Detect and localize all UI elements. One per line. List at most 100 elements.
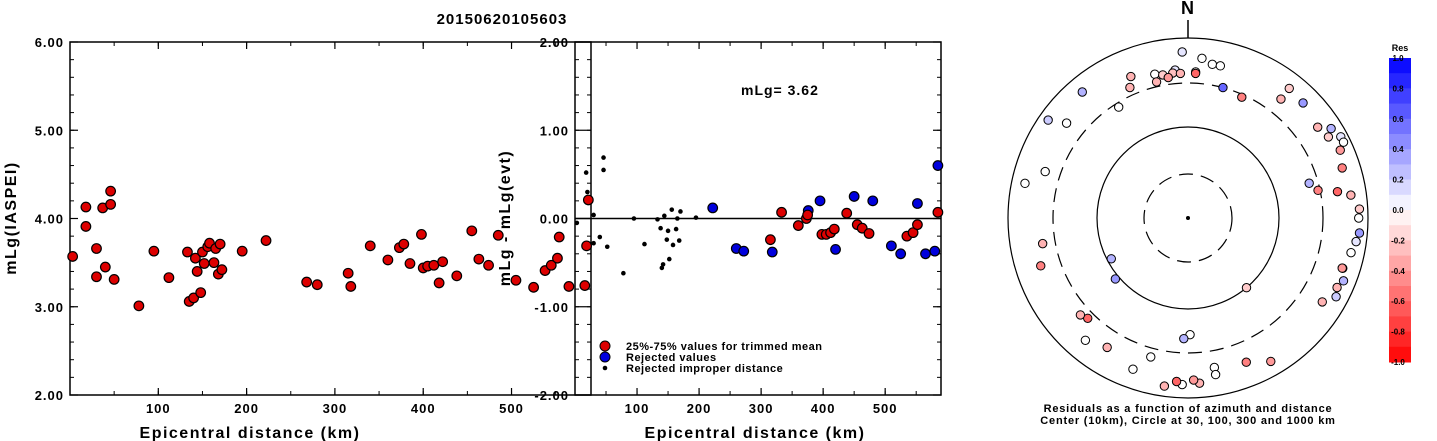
colorbar-tick-label: -0.4 [1391,267,1405,276]
polar-residual-point [1351,236,1361,247]
middle-point-rejected [707,202,719,214]
middle-point-improper-distance [666,256,672,262]
polar-residual-point [1237,92,1247,102]
middle-point-rejected [867,195,879,207]
middle-ytick-label: 2.00 [540,35,569,50]
polar-residual-point [1331,292,1341,302]
polar-panel: N Residuals as a function of azimuth and… [1007,0,1369,427]
legend-label-trimmed: 25%-75% values for trimmed mean [626,341,822,353]
polar-residual-point [1313,185,1323,196]
left-data-point [382,254,394,266]
colorbar-tick-label: -0.8 [1391,328,1405,337]
left-data-point [398,238,410,250]
polar-residual-point [1218,82,1228,93]
polar-residual-point [1241,357,1251,367]
left-data-point [191,266,203,277]
middle-point-trimmed [776,206,787,218]
left-ytick-label: 3.00 [35,300,64,315]
polar-residual-point [1020,178,1030,189]
polar-residual-point [1197,53,1207,64]
polar-residual-point [1317,297,1327,307]
colorbar-cell [1389,286,1411,302]
legend-marker-rejected [599,351,611,363]
left-data-point [416,228,427,240]
colorbar-cell [1389,331,1411,348]
middle-point-improper-distance [601,155,606,160]
middle-point-trimmed [912,219,923,231]
circle-300km [1052,82,1324,354]
colorbar-ticks: 1.0 0.8 0.6 0.4 0.2 0.0 -0.2 -0.4 -0.6 -0.8 -1.0 [1391,54,1405,367]
middle-point-improper-distance [676,238,682,243]
left-data-point [451,270,463,282]
colorbar-tick-label: 0.8 [1392,84,1404,93]
middle-points [574,155,944,276]
left-data-point [364,240,376,252]
middle-xtick-label: 300 [749,401,774,416]
left-data-point [345,281,357,292]
middle-point-rejected [929,245,941,257]
polar-residual-point [1338,137,1349,147]
middle-point-improper-distance [642,241,647,247]
middle-point-improper-distance [665,228,671,234]
polar-residual-point [1125,82,1135,93]
colorbar-cell [1389,346,1411,363]
residual-colorbar: Res 1.0 0.8 0.6 0.4 0.2 0.0 -0.2 -0.4 -0.6 -0.8 -1… [1389,43,1411,367]
middle-point-rejected [932,160,944,171]
left-data-point [182,246,193,258]
middle-point-trimmed [765,234,776,246]
polar-residual-point [1304,178,1314,188]
middle-point-rejected [766,246,778,258]
polar-residual-point [1207,59,1218,70]
colorbar-cell [1389,164,1411,181]
center-point [1186,216,1190,220]
colorbar-cell [1389,255,1411,272]
polar-residual-point [1215,61,1226,71]
polar-residual-point [1188,375,1199,385]
left-ytick-label: 6.00 [35,35,64,50]
left-data-point [433,277,445,289]
left-data-point [545,259,557,271]
left-data-point [189,252,201,264]
colorbar-cell [1389,179,1411,196]
middle-point-trimmed [863,228,875,239]
colorbar-cell [1389,225,1411,241]
left-data-point [260,235,272,246]
middle-ytick-label: -2.00 [534,388,569,403]
polar-residual-point [1036,261,1046,271]
polar-residual-point [1080,335,1091,345]
middle-ytick-label: -1.00 [534,300,569,315]
middle-panel: 100 200 300 400 500 -2.00 -1.00 0.00 1.00 2.00 mL… [497,35,944,441]
left-data-point [404,258,416,269]
polar-residual-point [1337,263,1347,273]
left-data-point [91,243,102,254]
middle-point-trimmed [841,207,853,219]
left-data-point [428,259,440,271]
middle-point-improper-distance [591,212,596,218]
left-data-point [216,264,228,276]
middle-point-trimmed [802,209,814,221]
left-ticks: 100 200 300 400 500 2.00 3.00 4.00 5.00 6.00 [35,35,591,416]
middle-point-trimmed [932,206,944,218]
polar-residual-point [1106,254,1116,264]
legend-marker-trimmed [599,340,611,352]
polar-residual-point [1177,47,1187,57]
middle-point-rejected [912,198,923,209]
polar-residual-point [1150,69,1160,79]
polar-residual-point [1335,145,1345,155]
left-data-point [99,261,111,273]
middle-point-rejected [814,195,826,207]
colorbar-tick-label: 0.6 [1392,115,1404,124]
colorbar-cell [1389,103,1411,120]
colorbar-cell [1389,316,1411,333]
polar-residual-point [1354,204,1365,214]
left-ytick-label: 2.00 [35,388,64,403]
polar-residual-point [1276,94,1286,104]
colorbar-cell [1389,134,1411,150]
middle-point-improper-distance [591,240,596,246]
left-data-point [108,273,120,285]
middle-point-improper-distance [658,225,663,231]
middle-point-improper-distance [604,244,610,250]
middle-point-rejected [830,243,841,255]
colorbar-cells [1389,58,1411,363]
left-data-point [148,245,160,257]
